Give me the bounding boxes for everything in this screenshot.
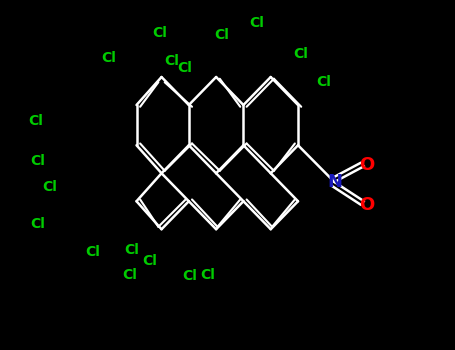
Text: Cl: Cl [214, 28, 229, 42]
Text: Cl: Cl [30, 217, 46, 231]
Text: Cl: Cl [177, 61, 192, 75]
Text: Cl: Cl [30, 154, 46, 168]
Text: N: N [327, 173, 342, 191]
Text: Cl: Cl [101, 51, 116, 65]
Text: Cl: Cl [85, 245, 100, 259]
Text: O: O [359, 155, 374, 174]
Text: Cl: Cl [152, 26, 167, 40]
Text: Cl: Cl [122, 268, 137, 282]
Text: Cl: Cl [142, 254, 157, 268]
Text: Cl: Cl [124, 243, 139, 257]
Text: Cl: Cl [164, 54, 179, 68]
Text: Cl: Cl [293, 47, 308, 61]
Text: Cl: Cl [42, 180, 57, 194]
Text: O: O [359, 196, 374, 214]
Text: Cl: Cl [316, 75, 331, 89]
Text: Cl: Cl [182, 270, 197, 284]
Text: Cl: Cl [250, 16, 264, 30]
Text: Cl: Cl [200, 268, 215, 282]
Text: Cl: Cl [28, 114, 43, 128]
